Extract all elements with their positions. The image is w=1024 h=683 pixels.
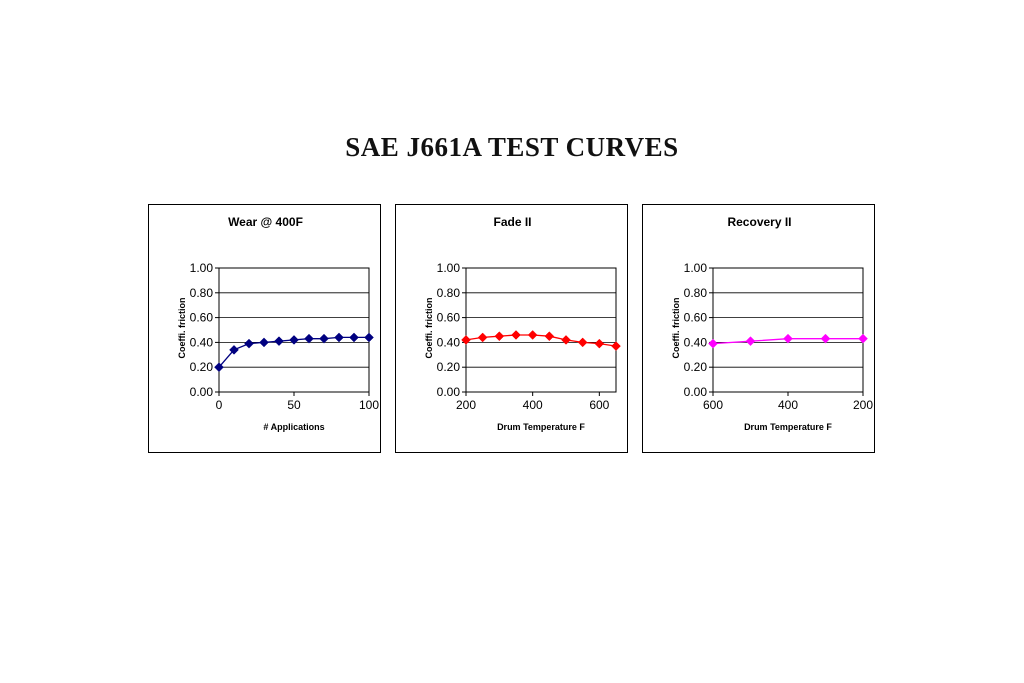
- y-tick-label: 0.20: [190, 360, 214, 374]
- data-point: [334, 332, 344, 343]
- y-tick-label: 0.00: [190, 385, 214, 399]
- data-point: [527, 330, 538, 340]
- data-point: [858, 333, 868, 344]
- data-point: [494, 331, 505, 342]
- data-point: [783, 333, 793, 344]
- y-tick-label: 0.40: [437, 335, 461, 349]
- y-axis-label: Coeffi. friction: [177, 298, 187, 359]
- y-tick-label: 0.00: [437, 385, 461, 399]
- data-point: [561, 335, 571, 345]
- data-point: [708, 338, 718, 349]
- chart-title: Wear @ 400F: [228, 215, 303, 229]
- data-point: [577, 337, 588, 348]
- data-point: [461, 335, 471, 345]
- x-tick-label: 200: [853, 398, 873, 412]
- data-point: [511, 330, 521, 340]
- chart-svg: Fade II 0.00 0.20 0.40 0.60 0.80 1.00 200 400 600…: [424, 215, 621, 432]
- y-tick-label: 0.80: [684, 286, 708, 300]
- data-point: [477, 332, 488, 343]
- y-tick-label: 0.60: [437, 311, 461, 325]
- x-axis-label: # Applications: [263, 422, 324, 432]
- y-tick-label: 0.40: [684, 335, 708, 349]
- data-point: [319, 333, 329, 344]
- x-tick-label: 50: [287, 398, 301, 412]
- chart-title: Recovery II: [727, 215, 791, 229]
- data-point: [820, 333, 831, 344]
- plot-area: [712, 267, 864, 393]
- y-tick-label: 0.60: [684, 311, 708, 325]
- x-tick-label: 600: [703, 398, 723, 412]
- x-axis-label: Drum Temperature F: [744, 422, 832, 432]
- chart-title: Fade II: [493, 215, 531, 229]
- data-point: [259, 337, 269, 348]
- data-point: [364, 332, 374, 343]
- x-tick-label: 400: [523, 398, 543, 412]
- chart-recovery: Recovery II 0.00 0.20 0.40 0.60 0.80 1.00 600 40…: [642, 204, 875, 453]
- x-tick-label: 200: [456, 398, 476, 412]
- x-axis-label: Drum Temperature F: [497, 422, 585, 432]
- y-axis-label: Coeffi. friction: [424, 298, 434, 359]
- y-tick-label: 0.60: [190, 311, 214, 325]
- data-point: [594, 338, 605, 349]
- data-point: [349, 332, 359, 343]
- chart-fade: Fade II 0.00 0.20 0.40 0.60 0.80 1.00 200 400 600…: [395, 204, 628, 453]
- x-tick-label: 400: [778, 398, 798, 412]
- y-tick-label: 1.00: [684, 261, 708, 275]
- chart-svg: Recovery II 0.00 0.20 0.40 0.60 0.80 1.00 600 40…: [671, 215, 873, 432]
- y-tick-label: 1.00: [437, 261, 461, 275]
- x-tick-label: 0: [216, 398, 223, 412]
- data-point: [745, 336, 756, 347]
- data-point: [214, 362, 224, 373]
- data-point: [289, 335, 299, 345]
- chart-wear: Wear @ 400F 0.00 0.20 0.40 0.60 0.80 1.00 0 50 10…: [148, 204, 381, 453]
- y-tick-label: 0.80: [437, 286, 461, 300]
- data-point: [611, 341, 621, 351]
- y-tick-label: 0.80: [190, 286, 214, 300]
- data-point: [544, 331, 555, 342]
- data-point: [229, 344, 239, 355]
- data-point: [244, 338, 254, 349]
- y-axis-label: Coeffi. friction: [671, 298, 681, 359]
- y-tick-label: 0.20: [437, 360, 461, 374]
- data-point: [304, 333, 314, 344]
- x-tick-label: 100: [359, 398, 379, 412]
- series-line: [465, 334, 617, 347]
- y-tick-label: 0.40: [190, 335, 214, 349]
- chart-svg: Wear @ 400F 0.00 0.20 0.40 0.60 0.80 1.00 0 50 10…: [177, 215, 379, 432]
- page-title: SAE J661A TEST CURVES: [345, 132, 679, 162]
- y-tick-label: 0.00: [684, 385, 708, 399]
- plot-area: [218, 267, 370, 393]
- y-tick-label: 0.20: [684, 360, 708, 374]
- plot-area: [465, 267, 617, 393]
- x-tick-label: 600: [589, 398, 609, 412]
- data-point: [274, 336, 284, 347]
- y-tick-label: 1.00: [190, 261, 214, 275]
